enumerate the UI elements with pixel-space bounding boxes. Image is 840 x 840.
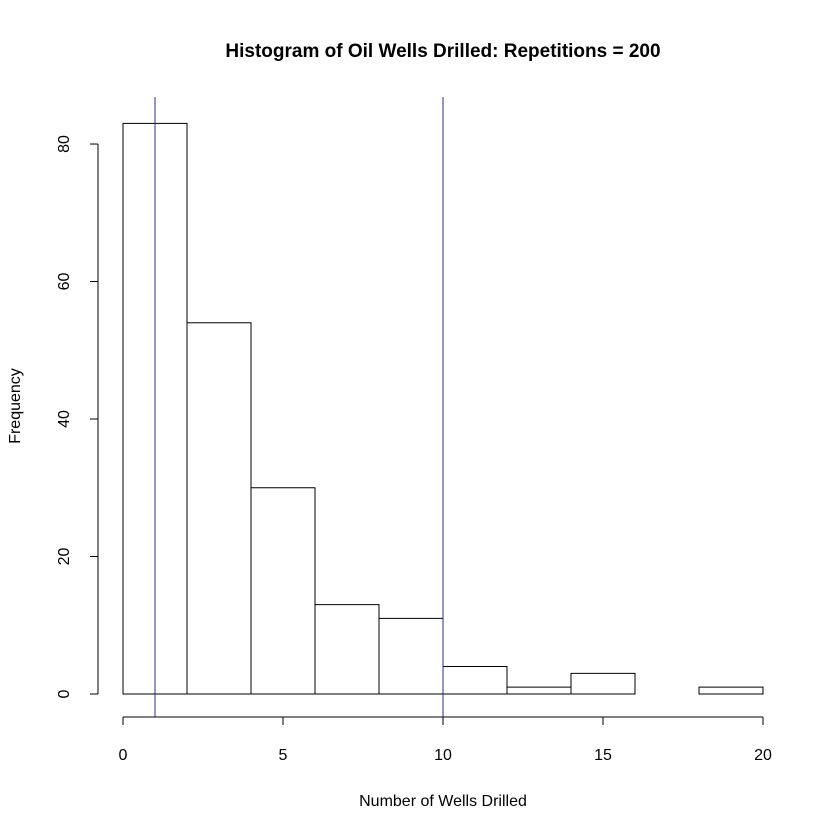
- bar: [570, 672, 636, 695]
- bar: [442, 666, 508, 695]
- bar: [378, 617, 444, 695]
- bar: [698, 686, 764, 695]
- chart-title: Histogram of Oil Wells Drilled: Repetiti…: [225, 41, 660, 62]
- y-tick-label: 80: [56, 135, 73, 153]
- y-tick-label: 40: [56, 410, 73, 428]
- y-axis-label: Frequency: [7, 368, 24, 444]
- x-axis-label: Number of Wells Drilled: [359, 793, 527, 810]
- bar: [314, 604, 380, 695]
- y-tick-label: 0: [56, 689, 73, 698]
- x-tick-label: 20: [754, 747, 772, 764]
- bar: [186, 322, 252, 695]
- y-tick-label: 60: [56, 273, 73, 291]
- y-tick-label: 20: [56, 548, 73, 566]
- bar: [506, 686, 572, 695]
- x-tick-label: 5: [279, 747, 288, 764]
- x-tick-label: 10: [434, 747, 452, 764]
- x-tick-label: 0: [119, 747, 128, 764]
- bar: [250, 487, 316, 695]
- x-tick-label: 15: [594, 747, 612, 764]
